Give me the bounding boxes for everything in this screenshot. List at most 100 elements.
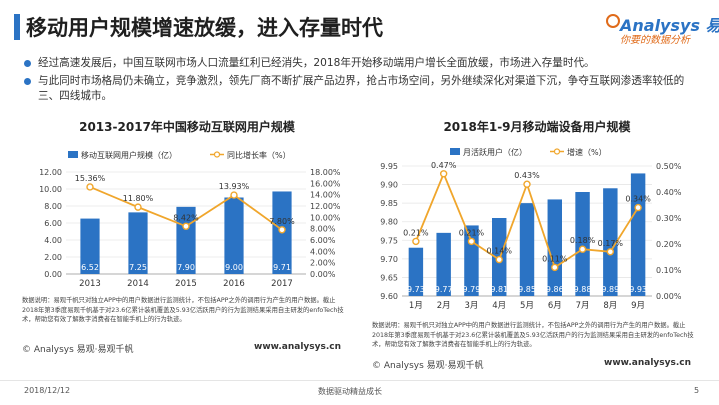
page-title: 移动用户规模增速放缓，进入存量时代 <box>26 16 383 40</box>
chart-2013-2017: 移动互联网用户规模（亿） 同比增长率（%） 0.00 2.00 4.00 6.00 8.00… <box>39 150 341 289</box>
bar-value-label: 6.52 <box>81 263 99 272</box>
x-tick-label: 2016 <box>223 279 245 289</box>
y-tick-label: 9.65 <box>380 273 398 282</box>
data-note: 数据说明：易观千帆只对独立APP中的用户数据进行监测统计，不包括APP之外的调用… <box>372 322 694 348</box>
brand-credit: © Analysys 易观·易观千帆 <box>372 361 484 371</box>
y2-tick-label: 0.10% <box>656 266 682 275</box>
growth-point <box>278 226 286 234</box>
bar-value-label: 9.89 <box>601 285 619 294</box>
bullet-text: 与此同时市场格局仍未确立，竞争激烈，领先厂商不断扩展产品边界，抢占市场空间，另外… <box>38 75 685 102</box>
logo-tagline: 你要的数据分析 <box>620 35 690 46</box>
bar <box>80 218 100 274</box>
bar-value-label: 9.86 <box>546 285 564 294</box>
data-note: 数据说明：易观千帆只对独立APP中的用户数据进行监测统计，不包括APP之外的调用… <box>22 297 344 323</box>
bar-value-label: 7.90 <box>177 263 195 272</box>
chart-2018-monthly: 月活跃用户（亿） 增速（%） 9.60 9.65 9.70 9.75 9.80 9.85 9.9… <box>380 147 682 311</box>
site-url: www.analysys.cn <box>604 358 692 368</box>
growth-point <box>439 170 448 178</box>
y-tick-label: 9.85 <box>380 199 398 208</box>
x-tick-label: 4月 <box>492 301 506 311</box>
x-tick-label: 2014 <box>127 279 149 289</box>
bar-value-label: 9.93 <box>629 285 647 294</box>
legend-line-marker <box>213 151 221 158</box>
y2-tick-label: 10.00% <box>310 213 341 222</box>
bar-value-label: 9.00 <box>225 263 243 272</box>
growth-point <box>606 248 615 256</box>
legend-line-marker <box>553 148 561 155</box>
growth-value-label: 0.43% <box>514 171 540 180</box>
growth-value-label: 0.21% <box>403 228 429 237</box>
footer-page-number: 5 <box>694 386 700 395</box>
y2-tick-label: 18.00% <box>310 168 341 177</box>
x-tick-label: 5月 <box>520 301 534 311</box>
brand-credit: © Analysys 易观·易观千帆 <box>22 345 134 355</box>
y2-tick-label: 0.00% <box>310 270 336 279</box>
growth-point <box>86 183 94 191</box>
growth-value-label: 0.47% <box>431 161 457 170</box>
bar-value-label: 7.25 <box>129 263 147 272</box>
bar <box>603 188 618 296</box>
bar <box>575 192 590 296</box>
growth-value-label: 15.36% <box>75 174 106 183</box>
left-chart-panel: 2013-2017年中国移动互联网用户规模 移动互联网用户规模（亿） 同比增长率（… <box>22 118 352 358</box>
y-tick-label: 6.00 <box>44 219 62 228</box>
growth-point <box>467 237 476 246</box>
bullet-dot-icon <box>24 78 31 85</box>
y2-tick-label: 4.00% <box>310 247 336 256</box>
x-tick-label: 8月 <box>603 301 617 311</box>
growth-value-label: 0.14% <box>487 247 513 256</box>
y2-tick-label: 12.00% <box>310 202 341 211</box>
growth-point <box>634 203 642 212</box>
legend-bar-swatch <box>450 148 460 155</box>
growth-value-label: 0.34% <box>625 195 651 204</box>
bullet-dot-icon <box>24 60 31 67</box>
x-tick-label: 2月 <box>437 301 451 311</box>
growth-value-label: 0.18% <box>570 236 596 245</box>
y-tick-label: 4.00 <box>44 236 62 245</box>
y-tick-label: 9.80 <box>380 218 398 227</box>
bar <box>630 173 646 296</box>
y2-tick-label: 2.00% <box>310 259 336 268</box>
logo-mark-icon <box>606 14 620 28</box>
x-tick-label: 6月 <box>548 301 562 311</box>
legend-bar-label: 月活跃用户（亿） <box>463 147 527 157</box>
y2-tick-label: 0.40% <box>656 188 682 197</box>
y-tick-label: 9.70 <box>380 255 398 264</box>
bar <box>224 197 244 274</box>
growth-value-label: 11.80% <box>123 194 154 203</box>
x-tick-label: 3月 <box>464 301 478 311</box>
growth-point <box>578 245 587 253</box>
right-chart-panel: 2018年1-9月移动端设备用户规模 月活跃用户（亿） 增速（%） 9.60 9.65… <box>372 118 702 371</box>
y-tick-label: 8.00 <box>44 202 62 211</box>
growth-point <box>495 255 503 264</box>
legend-line-label: 增速（%） <box>567 147 607 157</box>
y2-tick-label: 16.00% <box>310 179 341 188</box>
y-tick-label: 2.00 <box>44 253 62 262</box>
growth-point <box>551 263 559 272</box>
y2-tick-label: 0.50% <box>656 162 682 171</box>
analysys-logo: Analysys 易观 你要的数据分析 <box>606 12 719 46</box>
bar <box>547 199 562 296</box>
footer-divider <box>0 380 719 381</box>
growth-point <box>182 222 190 230</box>
bar-value-label: 9.88 <box>574 285 592 294</box>
growth-value-label: 0.11% <box>542 254 568 263</box>
legend-bar-label: 移动互联网用户规模（亿） <box>81 150 177 160</box>
chart-title: 2018年1-9月移动端设备用户规模 <box>443 120 631 134</box>
bullet-text: 经过高速发展后，中国互联网市场人口流量红利已经消失，2018年开始移动端用户增长… <box>38 57 595 69</box>
legend-line-label: 同比增长率（%） <box>227 150 291 160</box>
y2-tick-label: 6.00% <box>310 236 336 245</box>
growth-value-label: 0.21% <box>459 228 485 237</box>
y2-tick-label: 14.00% <box>310 191 341 200</box>
bar <box>519 203 535 296</box>
y-tick-label: 12.00 <box>39 168 62 177</box>
bar-value-label: 9.73 <box>407 285 425 294</box>
bar-value-label: 9.79 <box>463 285 481 294</box>
bar-value-label: 9.85 <box>518 285 536 294</box>
bar-value-label: 9.77 <box>435 285 453 294</box>
bar <box>128 212 148 274</box>
x-tick-label: 7月 <box>576 301 590 311</box>
footer-date: 2018/12/12 <box>24 386 71 395</box>
growth-point <box>523 180 531 188</box>
x-tick-label: 2015 <box>175 279 197 289</box>
